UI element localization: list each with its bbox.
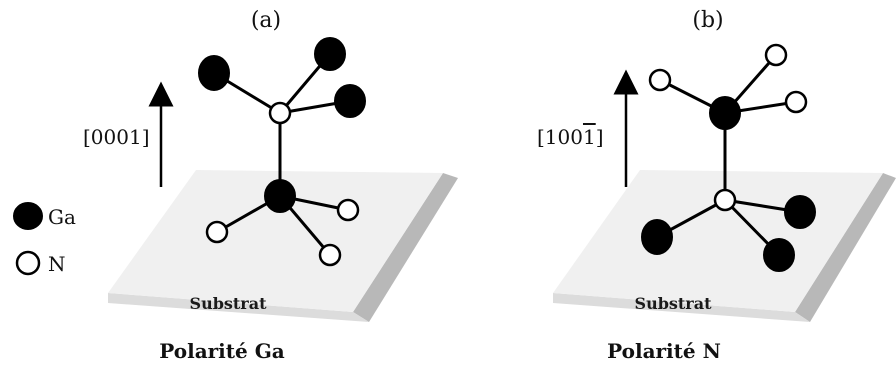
panel-b-atoms [641, 43, 816, 272]
ga-atom [198, 55, 230, 91]
panel-b-label: (b) [692, 8, 723, 33]
panel-b-caption: Polarité N [607, 339, 721, 363]
n-atom [205, 220, 229, 244]
panel-a-substrate-front [108, 293, 369, 322]
n-atom [784, 90, 808, 114]
n-atom [268, 101, 292, 125]
panel-a-substrate-side [353, 173, 458, 322]
panel-a-substrate-top [108, 170, 443, 312]
ga-atom [334, 84, 366, 118]
panel-a-substrate: Substrat [108, 170, 458, 322]
n-atom [336, 198, 360, 222]
n-atom [648, 68, 672, 92]
panel-b-direction-label-close: ] [596, 125, 604, 149]
panel-a-direction-label: [0001] [83, 125, 150, 149]
ga-atom [314, 37, 346, 71]
panel-a-label: (a) [251, 8, 281, 33]
panel-b-direction-label-main: [100 [537, 125, 583, 149]
ga-atom [641, 219, 673, 255]
panel-b-substrate-label: Substrat [635, 294, 713, 313]
legend-ga-label: Ga [48, 205, 76, 229]
legend-ga-atom [13, 202, 43, 230]
panel-a-substrate-label: Substrat [190, 294, 268, 313]
n-atom [318, 243, 342, 267]
panel-a: (a) [0001] Substrat [83, 8, 458, 363]
ga-atom [763, 238, 795, 272]
legend-n-label: N [48, 252, 66, 276]
panel-a-caption: Polarité Ga [159, 339, 285, 363]
panel-b: (b) [1001] Substrat [537, 8, 896, 363]
panel-b-direction-label: [1001] [537, 125, 604, 149]
n-atom [713, 188, 737, 212]
ga-atom [709, 96, 741, 130]
panel-b-substrate-side [795, 173, 896, 322]
legend: Ga N [13, 202, 76, 276]
ga-atom [784, 195, 816, 229]
panel-a-atoms [198, 37, 366, 267]
ga-atom [264, 179, 296, 213]
panel-b-substrate-front [553, 293, 810, 322]
panel-b-direction-label-bar-digit: 1 [583, 125, 596, 149]
legend-n-atom [15, 250, 41, 276]
n-atom [764, 43, 788, 67]
